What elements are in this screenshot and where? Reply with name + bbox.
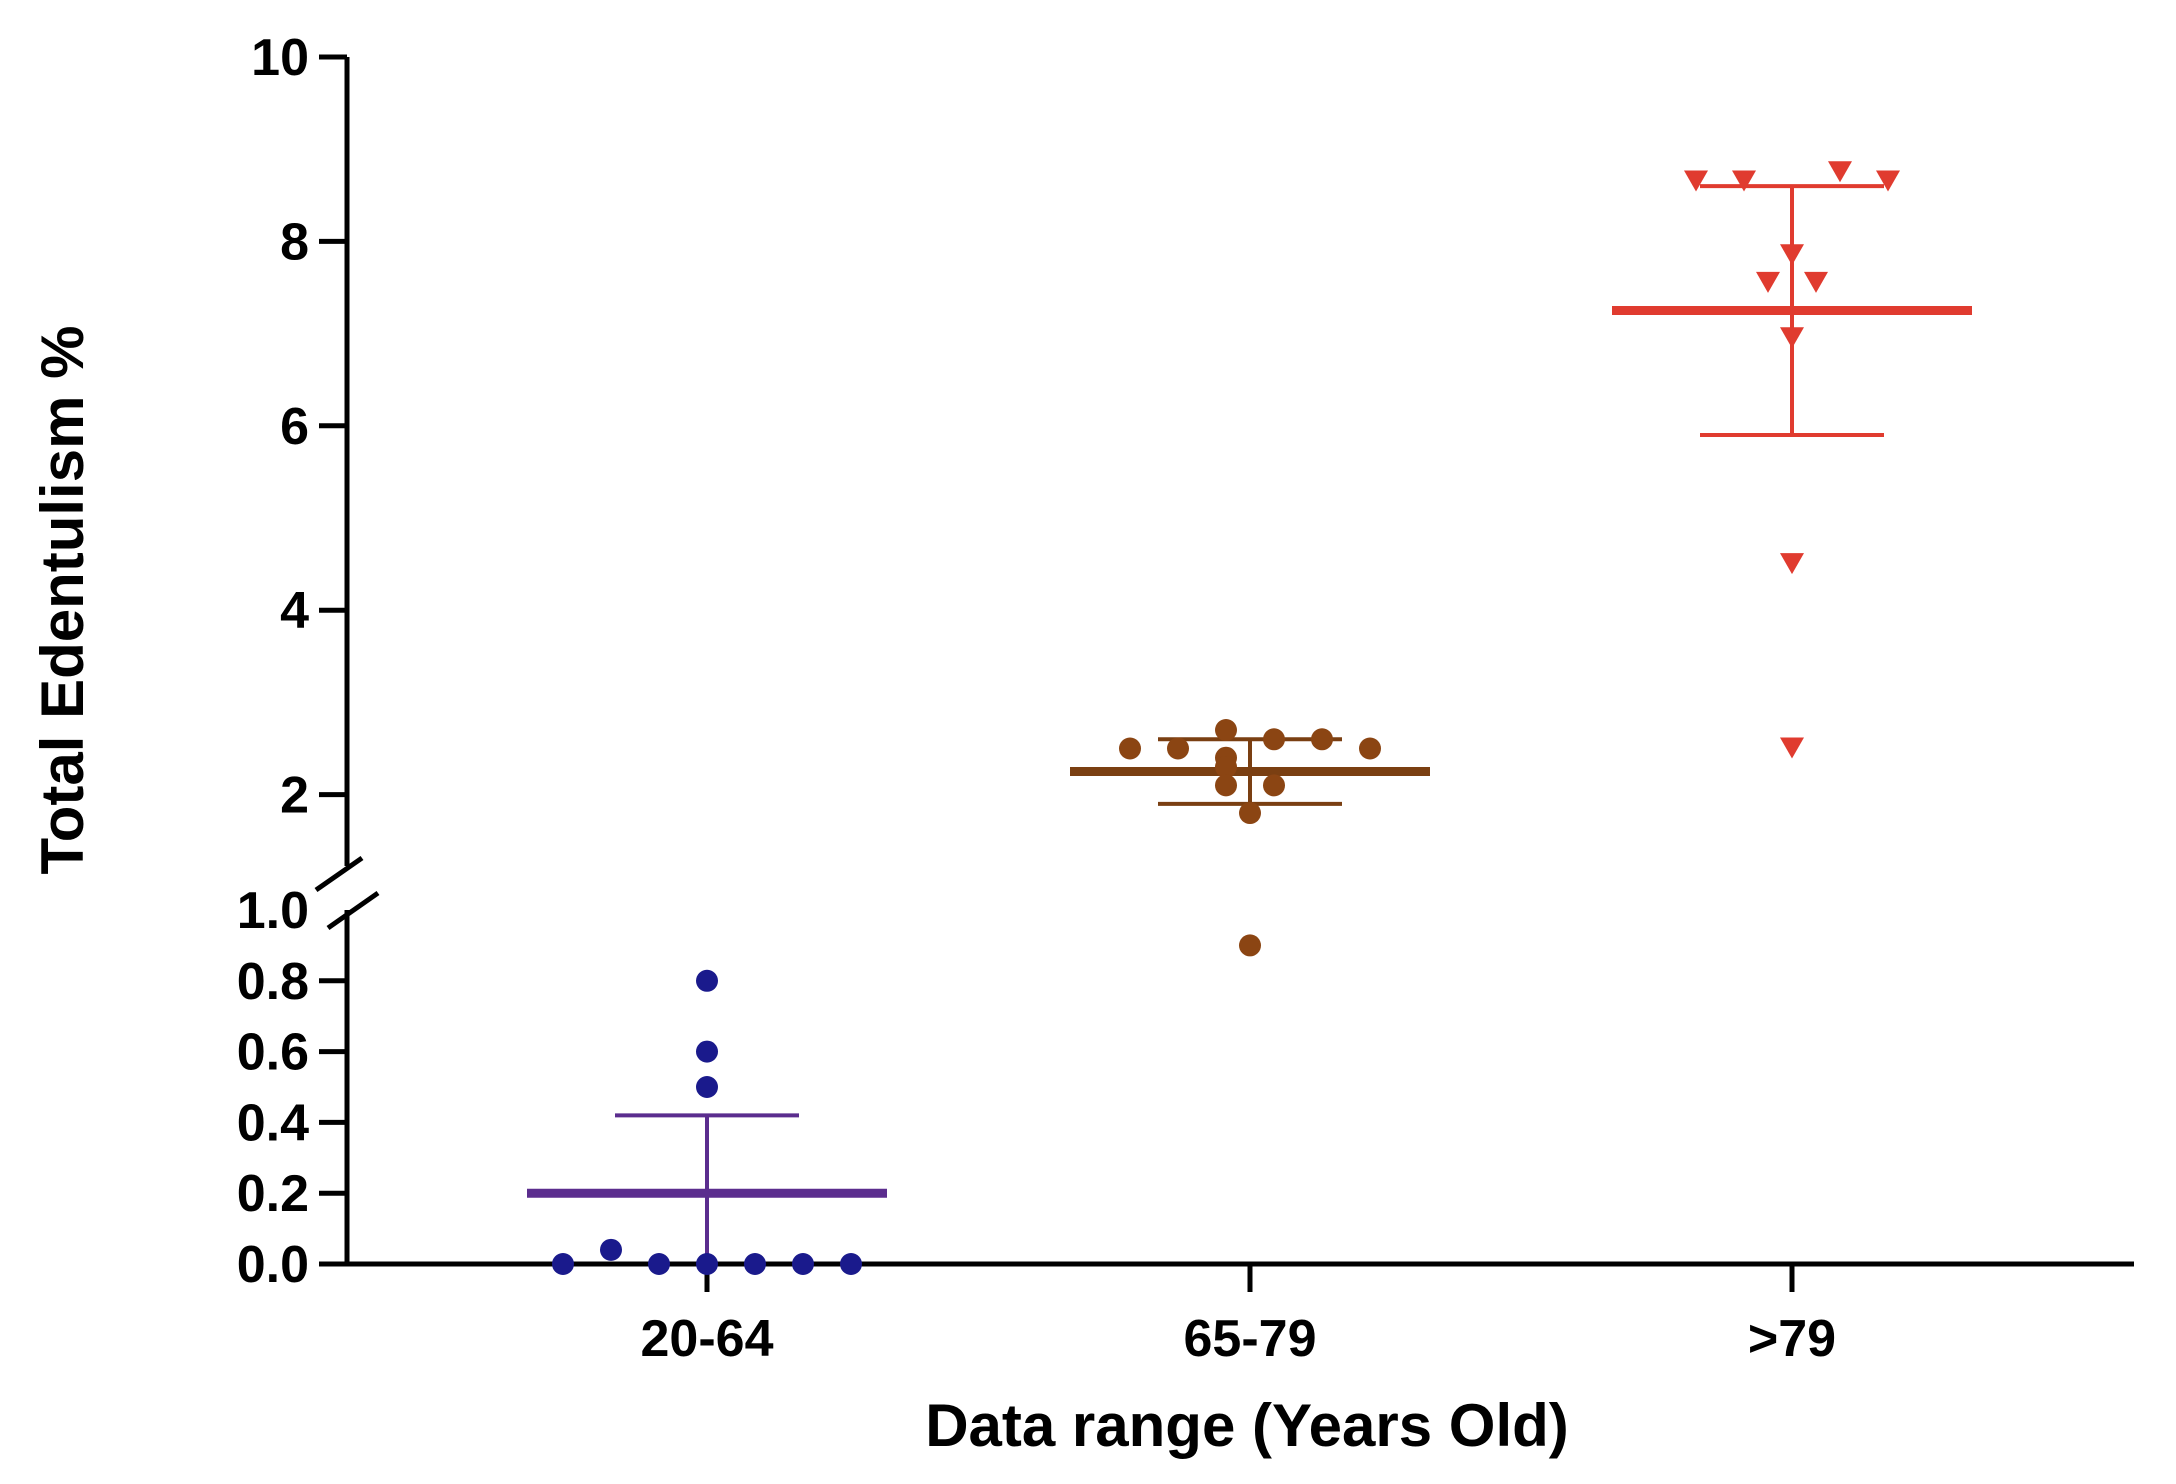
data-point — [1167, 737, 1189, 760]
data-point — [1780, 244, 1804, 266]
data-point — [1239, 934, 1261, 957]
axis-break-mark-2 — [326, 890, 380, 931]
labels: Data range (Years Old) Total Edentulism … — [29, 326, 1569, 1459]
y-tick-label: 6 — [280, 398, 309, 456]
data-point — [600, 1238, 622, 1261]
y-tick-label: 0.2 — [237, 1165, 309, 1223]
data-point — [696, 1076, 718, 1098]
summary-bars — [527, 184, 1972, 1264]
y-tick-label: 0.4 — [237, 1094, 309, 1152]
axis-break-mark-1 — [314, 855, 364, 893]
axes — [314, 57, 2134, 1267]
data-point — [1876, 170, 1900, 192]
x-tick-label: >79 — [1748, 1310, 1836, 1368]
y-tick-label: 1.0 — [237, 882, 309, 940]
y-tick-label: 0.0 — [237, 1236, 309, 1294]
data-point — [1359, 737, 1381, 760]
data-point — [552, 1253, 574, 1275]
data-point — [1215, 774, 1237, 797]
data-point — [1780, 327, 1804, 349]
y-tick-label: 8 — [280, 213, 309, 271]
y-tick-label: 0.8 — [237, 953, 309, 1011]
data-point — [1215, 755, 1237, 778]
ticks: 0.0 0.2 0.4 0.6 0.8 1.0 2 4 6 8 10 20-64 65-79 >79 — [237, 29, 1836, 1368]
data-point — [1215, 719, 1237, 742]
data-point — [1780, 737, 1804, 759]
data-point — [1684, 170, 1708, 192]
data-point — [696, 969, 718, 992]
y-tick-label: 0.6 — [237, 1024, 309, 1082]
data-point — [1828, 161, 1852, 183]
data-point — [648, 1253, 670, 1275]
data-point — [792, 1253, 814, 1275]
y-axis-title: Total Edentulism % — [29, 326, 96, 875]
data-point — [1239, 802, 1261, 825]
data-point — [1756, 271, 1780, 293]
data-point — [696, 1253, 718, 1275]
data-point — [1780, 553, 1804, 575]
y-tick-label: 2 — [280, 767, 309, 825]
data-point — [840, 1253, 862, 1275]
data-point — [1263, 728, 1285, 751]
data-points — [552, 161, 1900, 1275]
x-axis-title: Data range (Years Old) — [925, 1392, 1569, 1459]
data-point — [1311, 728, 1333, 751]
y-tick-label: 4 — [280, 582, 309, 640]
data-point — [1732, 170, 1756, 192]
data-point — [696, 1040, 718, 1063]
x-tick-label: 65-79 — [1184, 1310, 1317, 1368]
data-point — [744, 1253, 766, 1275]
data-point — [1263, 774, 1285, 797]
y-tick-label: 10 — [251, 29, 309, 87]
data-point — [1804, 271, 1828, 293]
data-point — [1119, 737, 1141, 760]
x-tick-label: 20-64 — [641, 1310, 774, 1368]
